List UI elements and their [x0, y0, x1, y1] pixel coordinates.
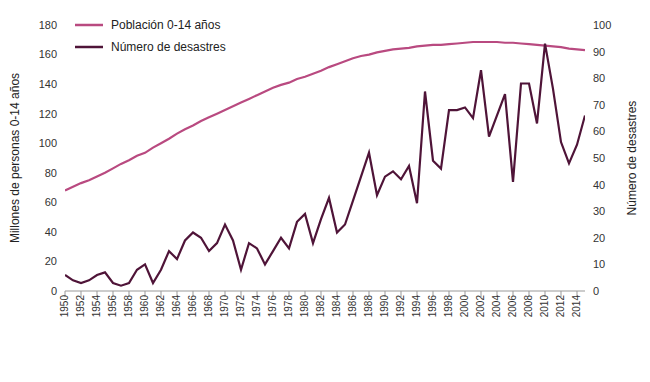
svg-text:1982: 1982 — [315, 295, 326, 318]
svg-text:1990: 1990 — [379, 295, 390, 318]
svg-text:Millones de personas 0-14 años: Millones de personas 0-14 años — [8, 73, 22, 243]
svg-text:70: 70 — [593, 99, 605, 111]
svg-text:1968: 1968 — [203, 295, 214, 318]
svg-text:100: 100 — [39, 137, 57, 149]
html-text:Población 0-14 años: Población 0-14 años — [111, 18, 221, 32]
svg-text:100: 100 — [593, 19, 611, 31]
svg-text:60: 60 — [45, 196, 57, 208]
svg-text:1964: 1964 — [171, 295, 182, 318]
svg-text:1994: 1994 — [411, 295, 422, 318]
svg-text:2002: 2002 — [475, 295, 486, 318]
svg-text:2012: 2012 — [555, 295, 566, 318]
svg-text:1986: 1986 — [347, 295, 358, 318]
svg-text:1974: 1974 — [251, 295, 262, 318]
svg-text:1976: 1976 — [267, 295, 278, 318]
svg-text:80: 80 — [45, 167, 57, 179]
svg-text:2010: 2010 — [539, 295, 550, 318]
svg-text:2008: 2008 — [523, 295, 534, 318]
svg-text:1950: 1950 — [59, 295, 70, 318]
svg-text:1996: 1996 — [427, 295, 438, 318]
svg-text:1970: 1970 — [219, 295, 230, 318]
svg-text:0: 0 — [593, 285, 599, 297]
svg-text:1954: 1954 — [91, 295, 102, 318]
svg-text:1978: 1978 — [283, 295, 294, 318]
svg-text:140: 140 — [39, 78, 57, 90]
svg-text:1988: 1988 — [363, 295, 374, 318]
svg-text:90: 90 — [593, 46, 605, 58]
svg-text:50: 50 — [593, 152, 605, 164]
svg-text:1966: 1966 — [187, 295, 198, 318]
html-text:Número de desastres: Número de desastres — [111, 40, 226, 54]
svg-text:2004: 2004 — [491, 295, 502, 318]
svg-text:160: 160 — [39, 48, 57, 60]
svg-text:2014: 2014 — [571, 295, 582, 318]
svg-text:1956: 1956 — [107, 295, 118, 318]
svg-text:1958: 1958 — [123, 295, 134, 318]
svg-text:60: 60 — [593, 125, 605, 137]
svg-text:1960: 1960 — [139, 295, 150, 318]
svg-text:180: 180 — [39, 19, 57, 31]
svg-text:1952: 1952 — [75, 295, 86, 318]
svg-text:120: 120 — [39, 108, 57, 120]
svg-text:Número de desastres: Número de desastres — [625, 101, 639, 216]
svg-text:20: 20 — [45, 255, 57, 267]
svg-text:20: 20 — [593, 232, 605, 244]
svg-text:1984: 1984 — [331, 295, 342, 318]
svg-text:30: 30 — [593, 205, 605, 217]
svg-text:10: 10 — [593, 258, 605, 270]
svg-text:1972: 1972 — [235, 295, 246, 318]
svg-text:2000: 2000 — [459, 295, 470, 318]
svg-text:0: 0 — [51, 285, 57, 297]
svg-text:40: 40 — [45, 226, 57, 238]
svg-text:1998: 1998 — [443, 295, 454, 318]
svg-text:40: 40 — [593, 179, 605, 191]
svg-text:80: 80 — [593, 72, 605, 84]
svg-text:2006: 2006 — [507, 295, 518, 318]
svg-text:1992: 1992 — [395, 295, 406, 318]
svg-text:1980: 1980 — [299, 295, 310, 318]
svg-text:1962: 1962 — [155, 295, 166, 318]
